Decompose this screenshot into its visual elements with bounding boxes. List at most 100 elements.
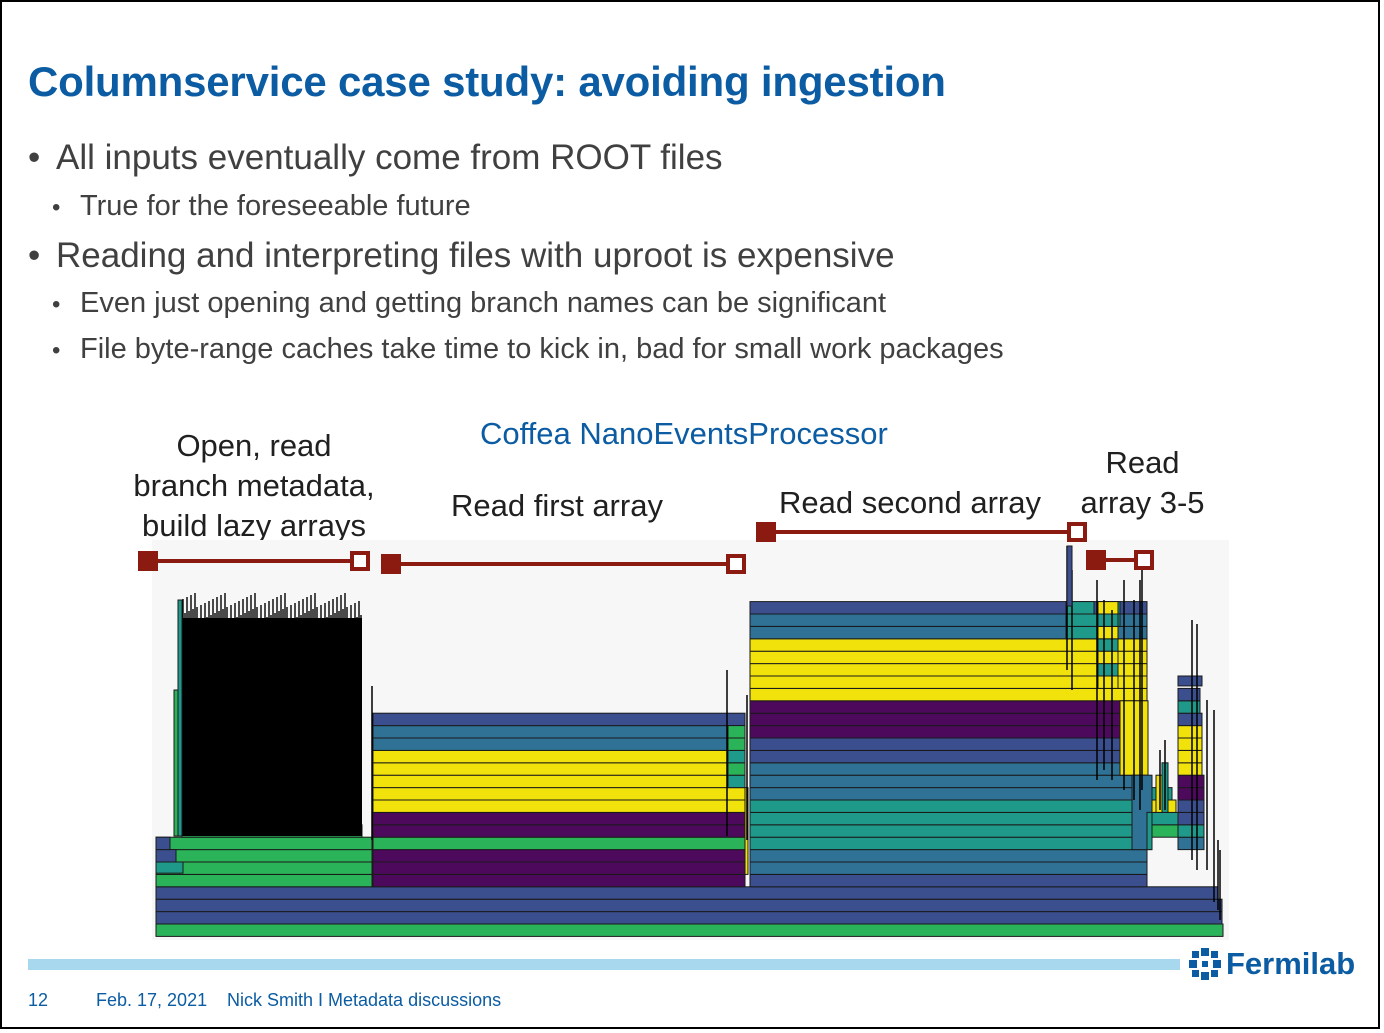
label-line: build lazy arrays [142,508,366,543]
flame-frame [727,762,746,776]
metadata-spike-block [182,593,362,836]
flame-frame [1097,663,1119,677]
flame-frame [749,675,1148,689]
flame-frame [749,787,1148,801]
flame-graph [152,540,1229,940]
flame-frame [177,599,183,837]
flame-frame [372,737,746,751]
flame-frame [1066,545,1073,607]
label-line: array 3-5 [1080,485,1205,520]
flame-frame [1177,824,1205,838]
flame-frame [749,638,1148,652]
flame-frame [1177,774,1205,789]
flame-frame [372,836,746,851]
label-read-second-array: Read second array [779,485,1041,520]
flame-frame [372,811,746,826]
label-open-read: Open, read branch metadata, build lazy a… [124,426,384,546]
flame-frame [372,725,746,739]
flame-frame [727,774,746,789]
bullet-2: • Reading and interpreting files with upr… [28,236,895,276]
flame-frame [1097,650,1119,665]
flame-frame [749,700,1148,714]
bullet-text: File byte-range caches take time to kick… [80,333,1004,365]
logo-text: Fermilab [1226,946,1356,981]
flame-frame [749,799,1148,813]
bullet-dot-icon: • [52,337,61,364]
bullet-2-2: • File byte-range caches take time to kic… [52,333,1004,366]
flame-frame [749,725,1148,739]
flame-frame [727,749,746,764]
flame-frame [372,824,746,838]
flame-frame [155,849,373,863]
flame-frame [155,886,1219,900]
flame-frame [155,898,1223,913]
footer-author: Nick Smith I Metadata discussions [227,990,502,1010]
flame-frame [727,737,746,751]
flame-frame [1177,799,1205,813]
flame-frame [155,836,373,851]
bullet-1-1: • True for the foreseeable future [52,190,471,223]
flame-frame [1065,601,1095,615]
flame-frame [749,687,1148,702]
flame-frame [372,849,746,863]
flame-frame [1097,625,1119,640]
label-read-first-array: Read first array [451,488,663,523]
flame-frame [1177,787,1205,801]
flame-frame [155,923,1224,937]
flame-frame [1177,811,1205,826]
flame-frame [1097,613,1119,627]
flame-frame [1151,824,1179,838]
bullet-dot-icon: • [52,291,61,318]
flame-frame [727,725,746,739]
marker-second-array [756,522,1087,542]
flame-frame [372,873,746,888]
flame-frame [749,774,1148,789]
flame-frame [1177,749,1203,764]
flame-frame [749,811,1148,826]
flame-frame [1097,601,1119,615]
slide-title: Columnservice case study: avoiding inges… [28,58,946,105]
flame-frame [372,774,746,789]
bullet-2-1: • Even just opening and getting branch na… [52,287,886,320]
marker-start [756,522,776,542]
flame-frame [1177,762,1203,776]
flame-frame [155,849,177,863]
flame-frame [372,799,746,813]
flame-frame [749,849,1148,863]
flame-frame [749,712,1148,727]
flame-frame [749,749,1148,764]
flame-frame [372,787,746,801]
label-line: branch metadata, [133,468,375,503]
bullet-dot-icon: • [28,236,41,275]
flame-frame [372,762,746,776]
flame-frame [749,737,1148,751]
flame-frame [155,873,373,888]
flame-frame [749,663,1148,677]
label-read-array-3-5: Read array 3-5 [1070,443,1215,523]
flame-frame [749,861,1148,875]
bullet-text: Even just opening and getting branch nam… [80,287,887,319]
metadata-spike-fill [182,618,362,836]
flame-frame [1097,675,1119,689]
fermilab-logo: Fermilab [1188,946,1355,982]
flame-frame [1151,811,1179,826]
flame-frame [155,861,184,874]
flame-frame [1177,737,1203,751]
bullet-text: True for the foreseeable future [80,190,471,222]
label-line: Open, read [176,428,332,463]
flame-frame [749,650,1148,665]
bullet-text: Reading and interpreting files with upro… [56,236,895,275]
bullet-text: All inputs eventually come from ROOT fil… [56,138,723,177]
flame-frame [1065,613,1099,627]
flame-frame [1177,836,1205,851]
flame-frame [155,861,373,875]
flame-frame [1177,725,1203,739]
flame-frame [372,749,746,764]
bullet-1: • All inputs eventually come from ROOT fi… [28,138,723,178]
flame-frame [749,873,1148,888]
bullet-dot-icon: • [52,194,61,221]
flame-frame [372,712,746,727]
flame-frame [1097,638,1119,652]
flame-frame [155,911,1223,925]
